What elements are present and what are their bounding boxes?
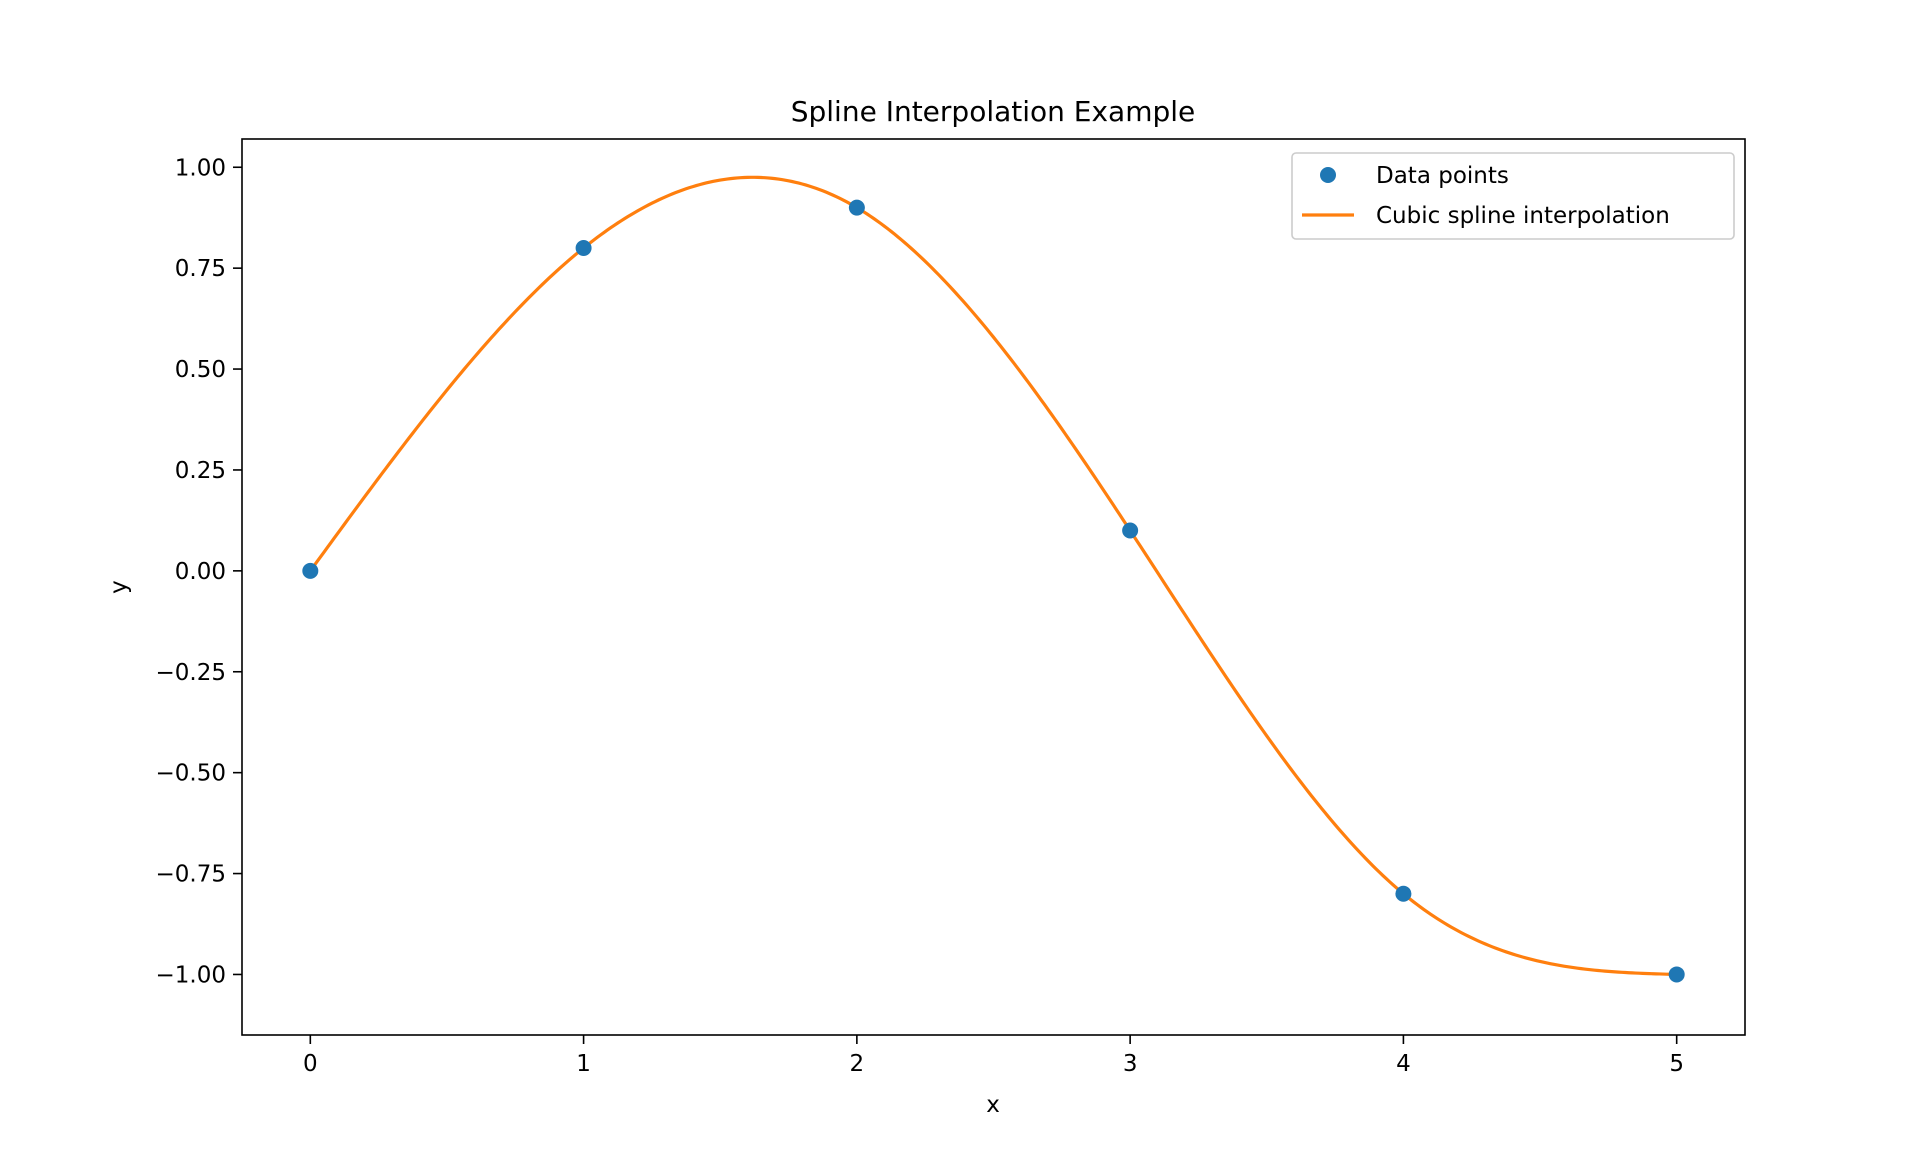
x-tick-label: 5 — [1669, 1051, 1684, 1077]
series-line-cubic-spline — [309, 175, 1677, 977]
x-tick-label: 3 — [1123, 1051, 1138, 1077]
y-tick-label: 1.00 — [175, 155, 226, 181]
y-tick-label: −0.25 — [156, 660, 226, 686]
y-tick-label: 0.75 — [175, 256, 226, 282]
data-point — [848, 199, 865, 216]
y-axis: 1.00 0.75 0.50 0.25 0.00 −0.25 −0.50 −0.75 −1.00 — [156, 155, 242, 988]
axes-frame — [241, 138, 1746, 1036]
legend-label-cubic-spline: Cubic spline interpolation — [1376, 203, 1670, 229]
plot-area — [302, 175, 1685, 983]
data-point — [575, 239, 592, 256]
x-tick-label: 2 — [850, 1051, 865, 1077]
y-tick-label: 0.50 — [175, 357, 226, 383]
x-tick-label: 1 — [576, 1051, 591, 1077]
data-point — [1668, 966, 1685, 983]
y-axis-label: y — [106, 580, 132, 594]
legend: Data points Cubic spline interpolation — [1291, 152, 1735, 240]
y-tick-label: 0.25 — [175, 458, 226, 484]
y-tick-label: −0.75 — [156, 862, 226, 888]
legend-marker-data-points — [1320, 167, 1336, 183]
legend-label-data-points: Data points — [1376, 163, 1509, 189]
chart-title: Spline Interpolation Example — [791, 95, 1196, 128]
x-tick-label: 4 — [1396, 1051, 1411, 1077]
x-axis-label: x — [986, 1092, 1000, 1118]
data-point — [1395, 885, 1412, 902]
x-axis: 0 1 2 3 4 5 — [303, 1035, 1684, 1077]
y-tick-label: 0.00 — [175, 559, 226, 585]
data-point — [1122, 522, 1139, 539]
legend-box — [1291, 152, 1735, 240]
data-point — [302, 562, 319, 579]
x-tick-label: 0 — [303, 1051, 318, 1077]
y-tick-label: −1.00 — [156, 962, 226, 988]
y-tick-label: −0.50 — [156, 761, 226, 787]
